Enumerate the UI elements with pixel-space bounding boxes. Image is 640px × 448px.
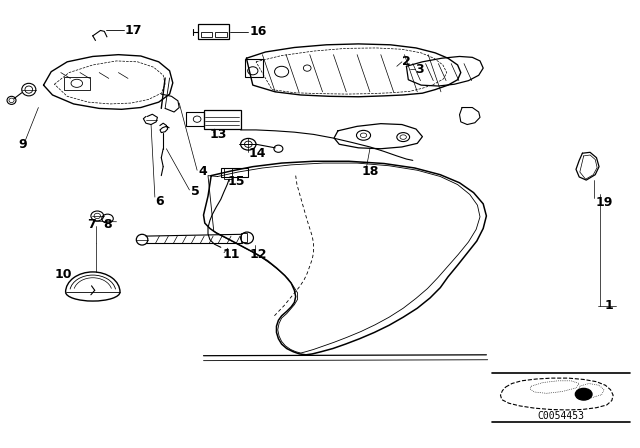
Bar (64, 77, 90, 90)
Text: 10: 10 (54, 267, 72, 281)
Text: 16: 16 (250, 25, 267, 39)
Text: 13: 13 (210, 128, 227, 141)
Bar (201, 32, 212, 37)
Text: 4: 4 (198, 164, 207, 178)
Text: 9: 9 (18, 138, 26, 151)
Text: 2: 2 (402, 55, 411, 69)
Circle shape (575, 388, 592, 400)
Text: 19: 19 (595, 196, 612, 209)
Bar (204, 110, 241, 129)
Text: 18: 18 (362, 164, 379, 178)
Text: 1: 1 (604, 299, 613, 312)
Bar (221, 168, 248, 177)
Text: 15: 15 (227, 175, 244, 188)
Text: 5: 5 (191, 185, 200, 198)
Bar (186, 112, 204, 126)
Text: 3: 3 (415, 63, 423, 76)
Text: 8: 8 (104, 218, 112, 232)
Text: 12: 12 (250, 248, 267, 261)
Bar (241, 233, 247, 242)
Text: 7: 7 (87, 218, 96, 232)
Bar (215, 32, 227, 37)
Text: 11: 11 (223, 248, 240, 261)
Bar (224, 168, 232, 179)
Bar (245, 59, 263, 77)
Text: 6: 6 (155, 195, 163, 208)
Text: C0054453: C0054453 (537, 411, 584, 421)
Text: 14: 14 (248, 146, 266, 160)
Text: 17: 17 (125, 24, 142, 37)
Bar (198, 24, 229, 39)
